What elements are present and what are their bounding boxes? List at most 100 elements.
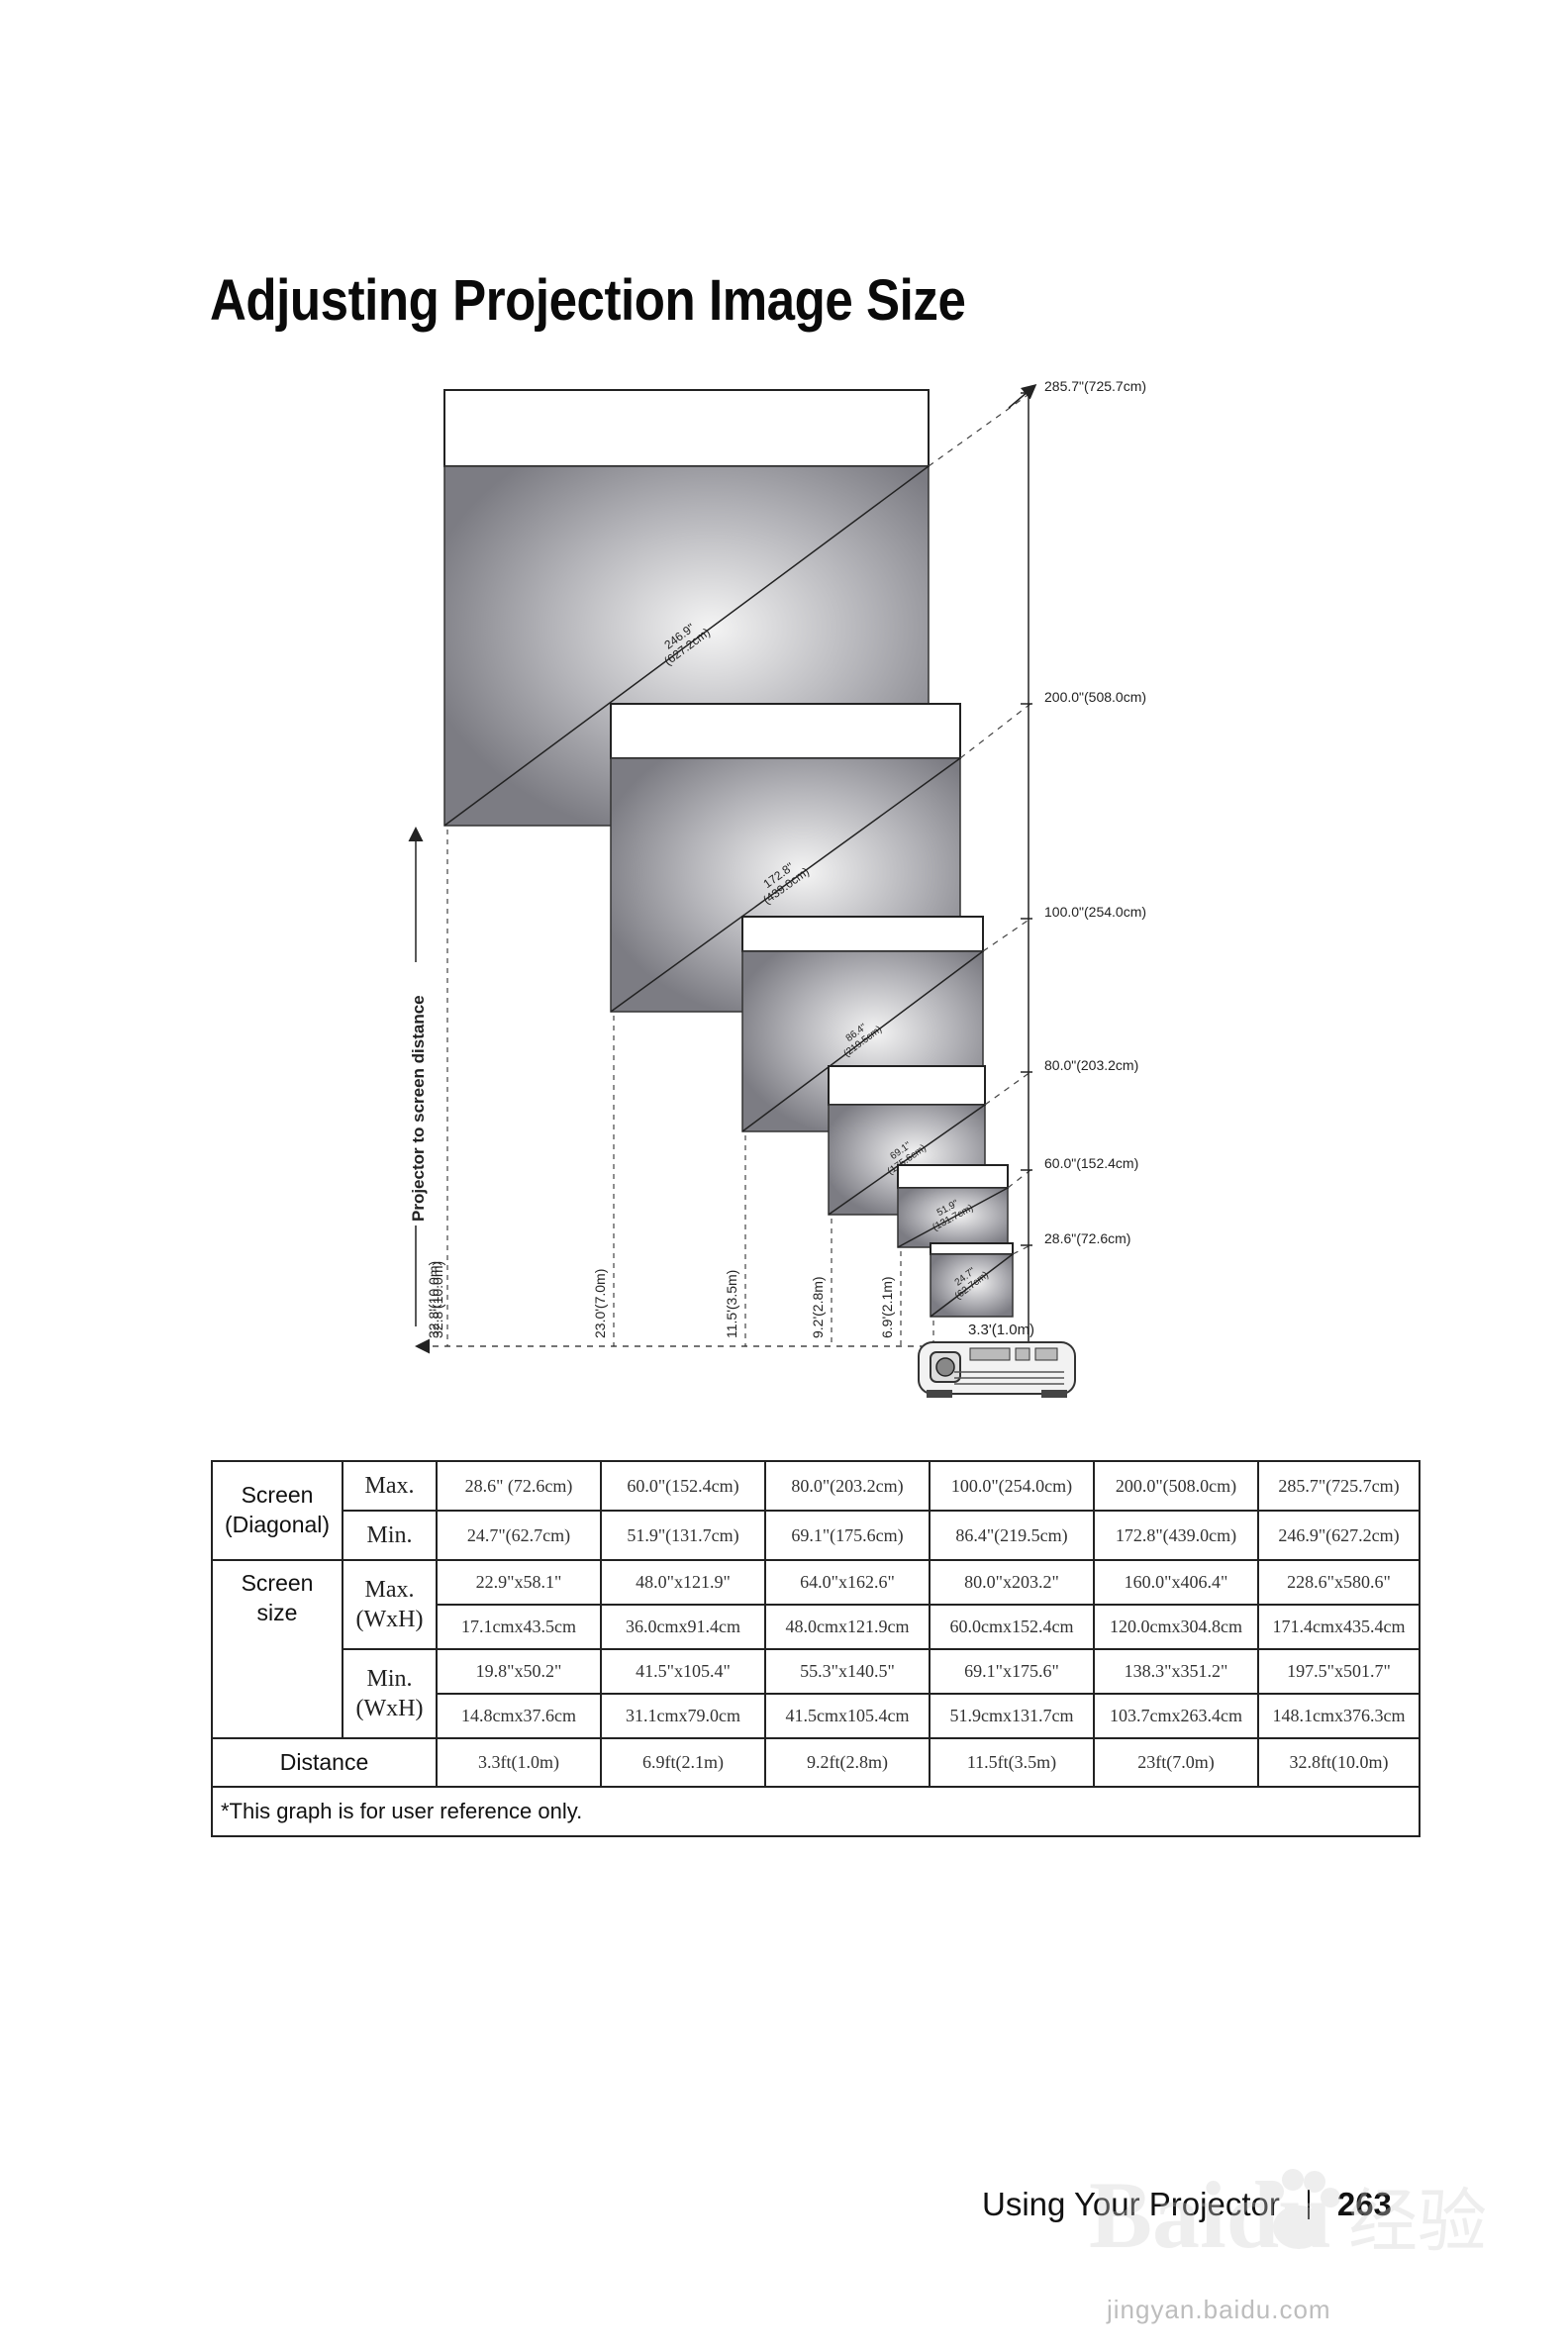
distance-label: 11.5'(3.5m) [724,1270,739,1338]
distance-label: 9.2'(2.8m) [810,1276,826,1338]
reference-note: *This graph is for user reference only. [211,1786,1421,1837]
diagonal-label: (Diagonal) [224,1512,331,1537]
min-label: Min. [342,1510,438,1561]
diagonal-line [828,1104,986,1216]
max-diagonal-label: 200.0"(508.0cm) [1044,689,1146,705]
page-title: Adjusting Projection Image Size [210,268,966,333]
max-label: Max. [364,1577,415,1603]
table-cell: 285.7"(725.7cm) [1257,1460,1421,1512]
screen-label: Screen [241,1482,314,1509]
table-cell: 197.5"x501.7" [1257,1648,1421,1695]
distance-label: 23.0'(7.0m) [592,1269,608,1338]
max-diagonal-label: 80.0"(203.2cm) [1044,1057,1138,1073]
distance-label: 32.8'(10.0m) [430,1261,445,1338]
wxh-label: (WxH) [355,1696,424,1721]
diagonal-guide-line [928,392,1031,467]
watermark-brand-cn: 经验 [1348,2181,1485,2262]
distance-label: 3.3'(1.0m) [968,1322,1034,1338]
max-screen-outline [930,1242,1014,1255]
table-cell: 24.7"(62.7cm) [436,1510,602,1561]
page-number: 263 [1336,2186,1392,2222]
screen-1: 24.7"(62.7cm) [930,1242,1031,1346]
watermark-url: jingyan.baidu.com [1107,2295,1331,2324]
diagonal-line [897,1187,1009,1248]
table-cell: 41.5"x105.4" [600,1648,766,1695]
screen-label: Screen [241,1570,314,1596]
paw-icon [1262,2169,1340,2249]
table-cell: 32.8ft(10.0m) [1257,1737,1421,1788]
table-cell: 51.9"(131.7cm) [600,1510,766,1561]
projection-size-diagram: 246.9"(627.2cm)172.8"(439.0cm)86.4"(219.… [408,378,1147,1398]
diagonal-guide-line [1012,1244,1031,1255]
diagonal-line [930,1253,1014,1318]
table-cell: 86.4"(219.5cm) [929,1510,1095,1561]
wxh-label: (WxH) [355,1607,424,1632]
max-screen-outline [828,1065,986,1106]
table-cell: 160.0"x406.4" [1093,1559,1259,1606]
max-screen-outline [897,1164,1009,1189]
diagonal-line [443,465,930,827]
max-screen-outline [741,916,984,952]
max-label: Max. [342,1460,438,1512]
table-cell: 100.0"(254.0cm) [929,1460,1095,1512]
size-label: size [256,1599,298,1625]
size-min-inch-row: Min. (WxH) 19.8"x50.2" 41.5"x105.4" 55.3… [212,1648,1421,1739]
max-screen-outline [443,389,930,467]
table-cell: 19.8"x50.2" [436,1648,602,1695]
projector-icon [918,1341,1076,1398]
table-cell: 246.9"(627.2cm) [1257,1510,1421,1561]
size-min-cm-row: 14.8cmx37.6cm 31.1cmx79.0cm 41.5cmx105.4… [212,1693,1421,1739]
watermark-brand: Baidu [1089,2162,1331,2268]
min-wxh-label: Min. (WxH) [342,1648,438,1739]
distance-label: 6.9'(2.1m) [879,1276,895,1338]
diagonal-guide-line [984,1071,1031,1106]
table-cell: 120.0cmx304.8cm [1093,1604,1259,1650]
table-cell: 60.0"(152.4cm) [600,1460,766,1512]
diagonal-max-row: Screen (Diagonal) Max. 28.6" (72.6cm) 60… [211,1460,1421,1561]
table-cell: 17.1cmx43.5cm [436,1604,602,1650]
min-label: Min. [366,1666,413,1692]
diagonal-line [741,950,984,1132]
max-diagonal-label: 28.6"(72.6cm) [1044,1230,1130,1246]
diagonal-guide-line [1007,1169,1031,1189]
table-cell: 172.8"(439.0cm) [1093,1510,1259,1561]
table-cell: 80.0"x203.2" [929,1559,1095,1606]
diagonal-min-row: Min. 24.7"(62.7cm) 51.9"(131.7cm) 69.1"(… [212,1510,1421,1561]
max-wxh-label: Max. (WxH) [342,1559,438,1650]
table-cell: 60.0cmx152.4cm [929,1604,1095,1650]
table-cell: 138.3"x351.2" [1093,1648,1259,1695]
max-diagonal-label: 60.0"(152.4cm) [1044,1155,1138,1171]
projection-size-table: Screen (Diagonal) Max. 28.6" (72.6cm) 60… [211,1460,1421,1837]
table-cell: 64.0"x162.6" [764,1559,931,1606]
size-max-inch-row: Screen size Max. (WxH) 22.9"x58.1" 48.0"… [211,1559,1421,1739]
table-cell: 22.9"x58.1" [436,1559,602,1606]
diagonal-guide-line [959,703,1031,759]
table-cell: 80.0"(203.2cm) [764,1460,931,1512]
screen-2: 51.9"(131.7cm) [897,1164,1031,1346]
table-cell: 148.1cmx376.3cm [1257,1693,1421,1739]
table-cell: 48.0cmx121.9cm [764,1604,931,1650]
table-cell: 23ft(7.0m) [1093,1737,1259,1788]
footer-divider [1307,2190,1310,2219]
table-cell: 69.1"x175.6" [929,1648,1095,1695]
distance-label: Distance [211,1737,438,1788]
table-cell: 103.7cmx263.4cm [1093,1693,1259,1739]
footer-section-title: Using Your Projector [982,2186,1280,2222]
table-cell: 228.6"x580.6" [1257,1559,1421,1606]
max-diagonal-label: 285.7"(725.7cm) [1044,378,1146,394]
table-cell: 9.2ft(2.8m) [764,1737,931,1788]
scale-arrow-icon [1008,384,1037,409]
screen-size-header: Screen size [211,1559,343,1739]
table-cell: 200.0"(508.0cm) [1093,1460,1259,1512]
table-cell: 3.3ft(1.0m) [436,1737,602,1788]
table-cell: 41.5cmx105.4cm [764,1693,931,1739]
distance-row: Distance 3.3ft(1.0m) 6.9ft(2.1m) 9.2ft(2… [211,1737,1421,1788]
diagonal-guide-line [982,918,1031,952]
table-cell: 28.6" (72.6cm) [436,1460,602,1512]
table-cell: 55.3"x140.5" [764,1648,931,1695]
table-cell: 36.0cmx91.4cm [600,1604,766,1650]
table-cell: 171.4cmx435.4cm [1257,1604,1421,1650]
table-cell: 14.8cmx37.6cm [436,1693,602,1739]
note-row: *This graph is for user reference only. [211,1786,1421,1837]
table-cell: 48.0"x121.9" [600,1559,766,1606]
